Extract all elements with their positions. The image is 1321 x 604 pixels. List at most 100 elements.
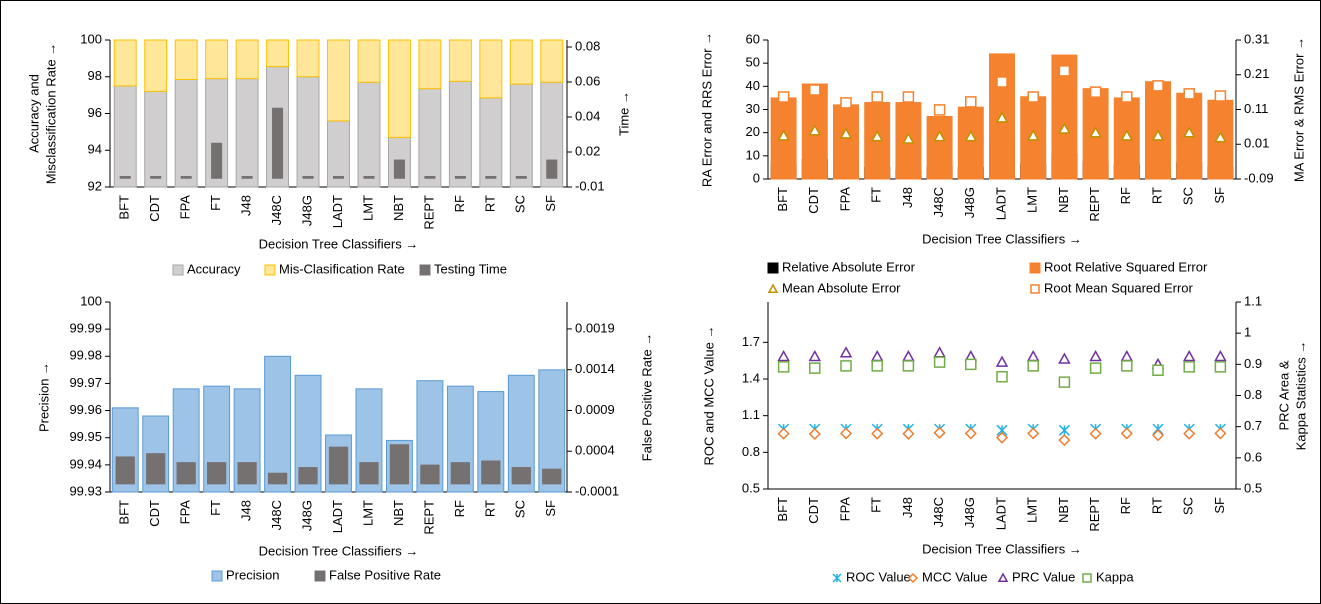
point (1120, 427, 1133, 440)
y-axis-title: ROC and MCC Value → (701, 326, 716, 466)
point (995, 111, 1009, 123)
x-tick-label: RT (1149, 187, 1164, 204)
x-tick-label: SF (1212, 497, 1227, 514)
x-tick-label: RF (1118, 187, 1133, 204)
x-tick-label: J48 (900, 187, 915, 208)
x-tick-label: CDT (806, 187, 821, 214)
y2-tick-label: 0.0004 (575, 443, 615, 458)
x-tick-label: FPA (178, 500, 193, 525)
bar (115, 456, 135, 485)
y2-tick-label: -0.09 (1244, 170, 1274, 185)
x-tick-label: LADT (330, 195, 345, 228)
point (1121, 360, 1133, 372)
point (1089, 86, 1102, 98)
bar (448, 39, 472, 82)
y2-tick-label: 0.5 (1244, 480, 1262, 495)
bar (515, 176, 527, 179)
point (1027, 91, 1039, 103)
point (1214, 427, 1227, 440)
y-tick-label: 94 (88, 142, 102, 157)
bar (302, 176, 314, 179)
point (964, 427, 977, 440)
point (996, 371, 1008, 383)
point (1089, 126, 1102, 138)
bar (180, 176, 192, 179)
x-tick-label: SC (1181, 187, 1196, 205)
x-tick-label: BFT (775, 187, 790, 212)
point (809, 362, 821, 374)
legend-swatch (419, 264, 431, 276)
point (996, 76, 1008, 88)
point (777, 129, 790, 141)
bar (833, 104, 859, 180)
point (1058, 65, 1071, 77)
legend-swatch (172, 264, 184, 276)
x-tick-label: CDT (147, 500, 162, 527)
point (902, 427, 915, 440)
point (808, 427, 821, 441)
x-tick-label: CDT (806, 497, 821, 524)
y2-tick-label: 0.11 (1244, 101, 1268, 116)
point (809, 84, 821, 96)
point (808, 349, 822, 362)
point (871, 91, 883, 103)
point (902, 91, 915, 103)
x-tick-label: REPT (1087, 187, 1102, 222)
y-tick-label: 0.5 (742, 480, 760, 495)
y-tick-label: 96 (88, 105, 102, 120)
x-tick-label: FPA (178, 195, 193, 220)
point (995, 431, 1009, 444)
y2-tick-label: 0.9 (1244, 356, 1262, 371)
y2-tick-label: 0.31 (1244, 31, 1269, 46)
bar (296, 76, 320, 188)
bar (546, 159, 558, 179)
x-axis-title: Decision Tree Classifiers → (259, 236, 419, 251)
point (777, 349, 790, 362)
x-tick-label: J48C (931, 187, 946, 217)
x-tick-label: LADT (993, 187, 1008, 220)
bar (174, 79, 198, 188)
x-tick-label: NBT (391, 500, 406, 526)
point (1058, 424, 1070, 436)
bar (205, 39, 229, 80)
x-tick-label: LMT (360, 500, 375, 526)
point (1214, 349, 1227, 362)
x-tick-label: SC (513, 500, 528, 518)
y2-tick-label: 0.6 (1244, 449, 1262, 464)
legend-swatch (832, 573, 842, 583)
point (1027, 360, 1039, 372)
bar (267, 472, 288, 485)
x-axis-title: Decision Tree Classifiers → (259, 543, 419, 558)
x-tick-label: NBT (1056, 497, 1071, 523)
y2-tick-label: 0.04 (575, 108, 600, 123)
x-tick-label: J48G (299, 195, 314, 226)
x-tick-label: SC (1181, 497, 1196, 515)
point (902, 132, 915, 144)
point (1151, 429, 1165, 442)
y-tick-label: 100 (80, 293, 102, 308)
point (1089, 362, 1102, 374)
point (1121, 91, 1133, 103)
x-tick-label: BFT (117, 500, 132, 525)
y2-tick-label: 1 (1244, 325, 1251, 340)
x-tick-label: NBT (1056, 187, 1071, 213)
bar (298, 467, 318, 485)
x-tick-label: LMT (360, 195, 375, 221)
point (933, 104, 946, 116)
x-axis-title: Decision Tree Classifiers → (922, 231, 1082, 246)
x-tick-label: RT (1149, 497, 1164, 514)
y-axis-title: Misclassification Rate → (43, 43, 58, 185)
bar (485, 176, 497, 179)
point (933, 130, 946, 142)
legend-label: Root Mean Squared Error (1044, 280, 1194, 295)
bar (389, 444, 410, 485)
x-axis-title: Decision Tree Classifiers → (922, 541, 1082, 556)
x-tick-label: BFT (775, 497, 790, 522)
y-tick-label: 1.7 (742, 334, 760, 349)
point (1027, 427, 1040, 440)
y2-tick-label: 1.1 (1244, 293, 1262, 308)
bar (144, 39, 168, 92)
y-tick-label: 99.99 (69, 321, 102, 336)
bar (235, 78, 259, 188)
